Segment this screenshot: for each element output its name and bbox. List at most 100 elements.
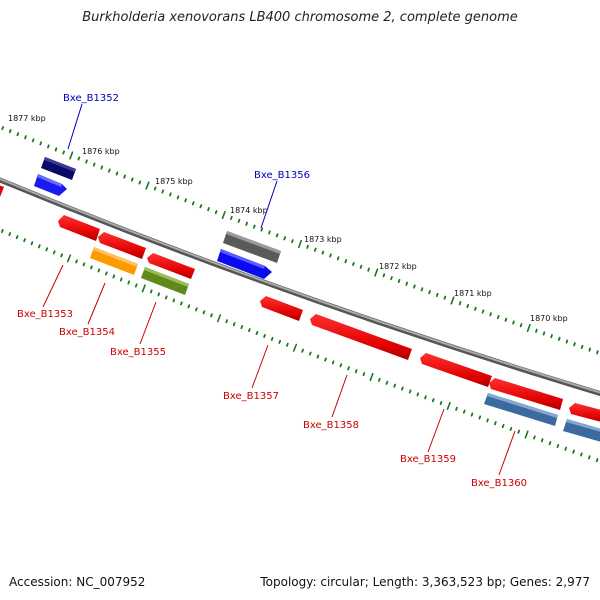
leader-lines [42,103,516,476]
genome-summary-text: Topology: circular; Length: 3,363,523 bp… [260,575,590,589]
minor-tick [347,366,350,371]
minor-tick [237,218,241,223]
minor-tick [164,295,168,300]
minor-tick [542,331,546,336]
minor-tick [501,423,505,429]
gene-bxe-b1355-red[interactable] [147,253,195,279]
minor-tick [229,215,233,220]
gene-label-bottom: Bxe_B1360 [471,478,527,489]
minor-tick [75,259,78,264]
minor-tick [496,314,500,320]
gene-bxe-b1357[interactable] [260,296,303,321]
minor-tick [39,141,43,146]
gene-bxe-b1352-b[interactable] [34,174,67,196]
major-tick [217,314,222,323]
minor-tick [119,277,123,282]
minor-tick [157,292,161,297]
minor-tick [85,159,88,164]
gene-label-bottom: Bxe_B1354 [59,327,115,338]
gene-bxe-b1354[interactable] [90,247,138,275]
minor-tick [161,189,165,194]
minor-tick [339,363,343,368]
minor-tick [245,221,249,226]
gene-bxe-b1358[interactable] [310,314,412,360]
gene-label-top: Bxe_B1352 [63,93,119,104]
minor-tick [439,400,443,406]
minor-tick [168,192,172,197]
gene-bxe-b1353-b[interactable] [98,232,146,259]
major-tick [66,254,72,263]
gene-partial-left[interactable] [0,185,4,197]
minor-tick [519,323,523,328]
minor-tick [123,174,126,179]
minor-tick [535,328,538,333]
minor-tick [397,278,401,284]
minor-tick [431,398,435,403]
kbp-label: 1873 kbp [304,235,342,244]
map-title: Burkholderia xenovorans LB400 chromosome… [82,10,518,25]
minor-tick [138,180,142,185]
kbp-label: 1870 kbp [530,314,568,323]
minor-tick [52,250,56,255]
minor-tick [263,333,266,339]
gene-bxe-b1360[interactable] [484,393,558,426]
major-tick [526,323,531,333]
minor-tick [367,267,370,272]
minor-tick [474,306,477,311]
minor-tick [564,446,567,451]
minor-tick [306,244,309,249]
kbp-label: 1875 kbp [155,177,193,186]
minor-tick [301,348,305,353]
major-tick [446,401,451,411]
minor-tick [400,386,404,391]
minor-tick [270,336,274,341]
minor-tick [112,274,116,279]
gene-bxe-b1352-a[interactable] [41,157,76,180]
minor-tick [470,412,474,417]
minor-tick [105,271,108,276]
minor-tick [47,144,50,149]
minor-tick [512,320,515,325]
gene-bxe-b1353[interactable] [58,215,100,241]
gene-bxe-b1356-b[interactable] [217,249,272,279]
minor-tick [424,395,427,400]
minor-tick [509,426,513,431]
minor-tick [100,165,104,170]
minor-tick [199,204,203,209]
minor-tick [108,168,111,173]
minor-tick [92,162,96,167]
kbp-label: 1874 kbp [230,206,268,215]
gene-label-bottom: Bxe_B1355 [110,347,166,358]
minor-tick [458,301,462,306]
major-tick [524,430,529,439]
minor-tick [90,265,93,270]
minor-tick [390,276,393,281]
minor-tick [478,415,482,420]
minor-tick [405,281,409,286]
minor-tick [278,339,282,344]
minor-tick [324,357,327,362]
gene-partial-right-red[interactable] [569,403,600,423]
minor-tick [172,298,176,303]
gene-partial-right-blue[interactable] [563,419,600,443]
minor-tick [255,330,259,336]
minor-tick [540,438,544,443]
minor-tick [493,421,497,426]
minor-tick [565,339,569,344]
minor-tick [283,236,287,241]
gene-bxe-b1355[interactable] [141,267,189,295]
minor-tick [462,409,466,414]
gene-bxe-b1359[interactable] [420,353,492,387]
major-tick [450,296,455,305]
gene-bxe-b1356-a[interactable] [223,231,281,263]
minor-tick [97,268,101,273]
minor-tick [435,292,439,298]
minor-tick [580,452,583,457]
minor-tick [316,354,320,359]
minor-tick [275,233,279,238]
minor-tick [489,312,492,317]
minor-tick [344,259,348,264]
gene-bxe-b1359-b[interactable] [489,378,563,410]
minor-tick [382,273,386,278]
minor-tick [252,224,256,229]
